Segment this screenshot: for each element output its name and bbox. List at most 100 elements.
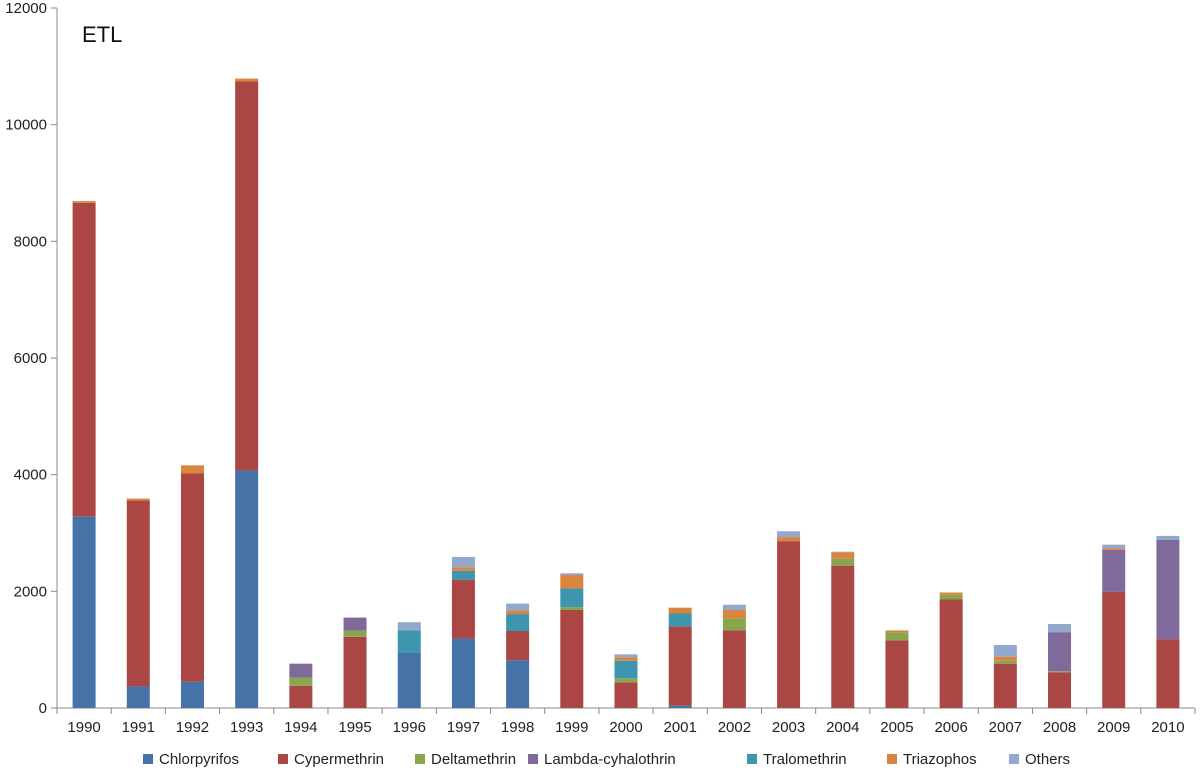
- legend-swatch: [415, 754, 425, 764]
- bar-segment: [1156, 540, 1180, 640]
- legend-swatch: [887, 754, 897, 764]
- bar-segment: [451, 567, 475, 571]
- bar-segment: [451, 638, 475, 708]
- bar-segment: [180, 681, 204, 708]
- x-tick-label: 1992: [176, 719, 209, 736]
- x-tick-label: 2002: [718, 719, 751, 736]
- bar-segment: [885, 630, 909, 633]
- bar-segment: [1102, 591, 1126, 708]
- bar-segment: [777, 537, 801, 542]
- bar-segment: [831, 551, 855, 553]
- legend-label: Triazophos: [903, 751, 977, 768]
- legend: Chlorpyrifos Cypermethrin Deltamethrin Lamb…: [143, 751, 1070, 768]
- bar-segment: [235, 470, 259, 708]
- y-tick-label: 2000: [14, 583, 47, 600]
- legend-swatch: [278, 754, 288, 764]
- y-tick-label: 0: [39, 700, 47, 717]
- x-tick-label: 2000: [609, 719, 642, 736]
- bar-segment: [506, 660, 530, 708]
- bar-segment: [1102, 549, 1126, 592]
- legend-label: Cypermethrin: [294, 751, 384, 768]
- x-tick-label: 2006: [934, 719, 967, 736]
- bar-segment: [722, 604, 746, 610]
- bar-segment: [235, 81, 259, 471]
- bar-segment: [451, 579, 475, 639]
- y-tick-label: 4000: [14, 467, 47, 484]
- bar-segment: [180, 465, 204, 474]
- legend-swatch: [747, 754, 757, 764]
- x-tick-label: 2005: [880, 719, 913, 736]
- bar-segment: [1048, 672, 1072, 708]
- bar-segment: [993, 663, 1017, 708]
- bar-segment: [614, 654, 638, 658]
- y-tick-label: 12000: [5, 0, 47, 17]
- bar-segment: [722, 630, 746, 708]
- bar-segment: [451, 570, 475, 580]
- bar-segment: [1048, 624, 1072, 633]
- bar-segment: [1048, 632, 1072, 672]
- legend-swatch: [1009, 754, 1019, 764]
- bar-segment: [506, 614, 530, 631]
- bar-segment: [451, 556, 475, 568]
- x-tick-label: 1999: [555, 719, 588, 736]
- bar-segment: [614, 682, 638, 708]
- chart-title: ETL: [82, 22, 122, 47]
- x-tick-label: 1995: [338, 719, 371, 736]
- bar-segment: [72, 516, 96, 708]
- bar-segment: [777, 541, 801, 708]
- bar-segment: [343, 630, 367, 637]
- x-tick-label: 2010: [1151, 719, 1184, 736]
- axes: 0 2000 4000 6000 8000 10000 12000 1990 1991 1992 1…: [5, 0, 1196, 736]
- bar-segment: [831, 565, 855, 708]
- bar-segment: [1102, 544, 1126, 549]
- bar-segment: [939, 592, 963, 595]
- x-tick-label: 2008: [1043, 719, 1076, 736]
- bar-segment: [614, 657, 638, 661]
- x-tick-label: 1997: [447, 719, 480, 736]
- bar-segment: [668, 613, 692, 627]
- legend-swatch: [528, 754, 538, 764]
- bar-segment: [343, 636, 367, 708]
- bar-segment: [993, 660, 1017, 664]
- bar-segment: [289, 663, 313, 678]
- bar-segment: [560, 607, 584, 610]
- bar-segment: [885, 640, 909, 708]
- bar-segment: [614, 660, 638, 679]
- bar-segment: [939, 594, 963, 600]
- x-tick-label: 1993: [230, 719, 263, 736]
- bar-segment: [993, 656, 1017, 661]
- bar-segment: [397, 630, 421, 653]
- x-tick-label: 1990: [67, 719, 100, 736]
- bar-segment: [722, 610, 746, 619]
- x-tick-label: 2003: [772, 719, 805, 736]
- bar-segment: [126, 498, 150, 501]
- legend-label: Lambda-cyhalothrin: [544, 751, 676, 768]
- y-tick-label: 10000: [5, 117, 47, 134]
- bar-segment: [180, 473, 204, 682]
- x-tick-label: 2007: [989, 719, 1022, 736]
- bar-segment: [1102, 548, 1126, 550]
- y-tick-label: 8000: [14, 233, 47, 250]
- bar-segment: [1156, 639, 1180, 708]
- bar-segment: [831, 558, 855, 566]
- x-tick-label: 2009: [1097, 719, 1130, 736]
- bar-segment: [885, 632, 909, 641]
- bar-segment: [72, 201, 96, 203]
- x-tick-label: 2001: [664, 719, 697, 736]
- bar-segment: [343, 617, 367, 631]
- bar-segment: [1048, 671, 1072, 673]
- bar-segment: [777, 531, 801, 538]
- x-tick-label: 1998: [501, 719, 534, 736]
- legend-label: Deltamethrin: [431, 751, 516, 768]
- bar-segment: [560, 610, 584, 708]
- x-tick-label: 1994: [284, 719, 317, 736]
- bar-segment: [560, 588, 584, 608]
- bar-segment: [831, 552, 855, 559]
- bars: [72, 78, 1180, 708]
- legend-label: Others: [1025, 751, 1070, 768]
- bar-segment: [506, 631, 530, 661]
- bar-segment: [614, 678, 638, 683]
- legend-label: Tralomethrin: [763, 751, 847, 768]
- bar-segment: [1156, 535, 1180, 540]
